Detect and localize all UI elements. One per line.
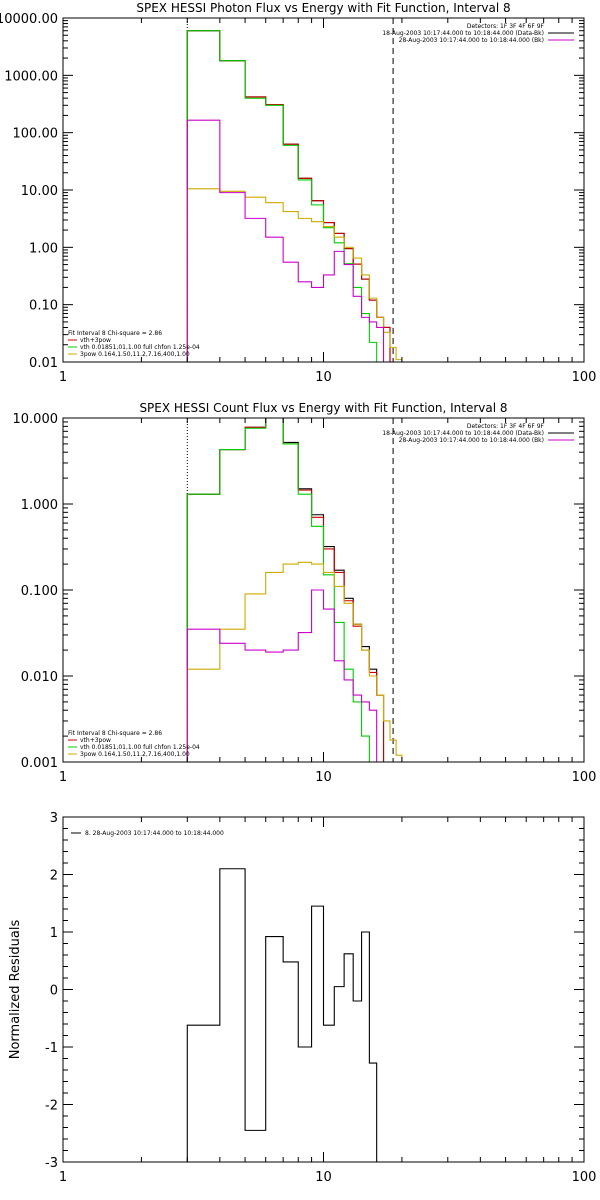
series-line-1	[186, 30, 391, 362]
y-tick-label: 1	[50, 926, 58, 941]
plot-area	[186, 418, 414, 762]
y-tick-label: -3	[45, 1156, 58, 1171]
y-axis-label: Normalized Residuals	[8, 920, 23, 1060]
x-tick-label: 100	[572, 1170, 597, 1185]
y-tick-label: -2	[45, 1099, 58, 1114]
plot-area	[186, 18, 403, 362]
y-tick-label: 0	[50, 984, 58, 999]
legend-header: Fit Interval 8 Chi-square = 2.86	[68, 730, 162, 737]
legend-text: 18-Aug-2003 10:17:44.000 to 10:18:44.000…	[382, 430, 544, 437]
y-tick-label: 2	[50, 869, 58, 884]
legend-text: Detectors: 1F 3F 4F 6F 9F	[467, 423, 545, 430]
x-tick-label: 10	[315, 770, 332, 785]
y-tick-label: 0.100	[21, 584, 58, 599]
y-tick-label: 3	[50, 811, 58, 826]
plot-area	[186, 868, 378, 1162]
legend-text: 18-Aug-2003 10:17:44.000 to 10:18:44.000…	[382, 30, 544, 37]
legend-text: vth 0.01851,01,1.00 full chfon 1.25e-04	[80, 744, 200, 751]
y-tick-label: 0.10	[29, 299, 58, 314]
x-tick-label: 1	[59, 1170, 67, 1185]
legend-text: Detectors: 1F 3F 4F 6F 9F	[467, 23, 545, 30]
series-line-2	[186, 30, 391, 362]
series-line-4	[186, 188, 403, 362]
chart-panel-2: SPEX HESSI Count Flux vs Energy with Fit…	[13, 401, 597, 785]
legend-text: 8. 28-Aug-2003 10:17:44.000 to 10:18:44.…	[85, 830, 224, 837]
legend-text: vth 0.01851,01,1.00 full chfon 1.25e-04	[80, 344, 200, 351]
legend-text: 28-Aug-2003 10:17:44.000 to 10:18:44.000…	[399, 437, 544, 444]
y-tick-label: 0.010	[21, 670, 58, 685]
x-tick-label: 100	[572, 770, 597, 785]
series-line-1	[186, 418, 385, 762]
y-tick-label: 0.01	[29, 356, 58, 371]
series-line-2	[186, 418, 385, 762]
y-tick-label: 1000.00	[4, 69, 58, 84]
legend-text: 3pow 0.164,1.50,11.2,7.16,400,1.00	[80, 351, 190, 358]
y-tick-label: 10.000	[13, 412, 59, 427]
y-tick-label: 10.00	[21, 184, 58, 199]
x-tick-label: 1	[59, 370, 67, 385]
y-tick-label: -1	[45, 1041, 58, 1056]
y-tick-label: 0.001	[21, 756, 58, 771]
x-tick-label: 10	[315, 1170, 332, 1185]
axes-frame	[62, 17, 585, 363]
y-tick-label: 1.00	[29, 241, 58, 256]
series-line-3	[186, 418, 378, 762]
y-tick-label: 1.000	[21, 498, 58, 513]
chart-title: SPEX HESSI Count Flux vs Energy with Fit…	[139, 401, 507, 415]
y-tick-label: 10000.00	[0, 12, 58, 27]
chart-panel-1: SPEX HESSI Photon Flux vs Energy with Fi…	[0, 1, 596, 385]
series-line-5	[186, 589, 378, 762]
x-tick-label: 10	[315, 370, 332, 385]
series-line-1	[186, 868, 378, 1162]
x-tick-label: 100	[572, 370, 597, 385]
legend-text: vth+3pow	[80, 737, 111, 744]
y-tick-label: 100.00	[13, 127, 59, 142]
chart-panel-3: Normalized Residuals 1 10 100 -3 -2 -1 0 1 2 3 8. 2…	[8, 811, 596, 1185]
series-line-5	[186, 119, 385, 362]
legend-text: 28-Aug-2003 10:17:44.000 to 10:18:44.000…	[399, 37, 544, 44]
legend-text: 3pow 0.164,1.50,11.2,7.16,400,1.00	[80, 751, 190, 758]
series-line-3	[186, 30, 378, 362]
legend-text: vth+3pow	[80, 337, 111, 344]
x-tick-label: 1	[59, 770, 67, 785]
chart-title: SPEX HESSI Photon Flux vs Energy with Fi…	[136, 1, 510, 15]
legend-header: Fit Interval 8 Chi-square = 2.86	[68, 330, 162, 337]
series-line-4	[186, 561, 414, 762]
